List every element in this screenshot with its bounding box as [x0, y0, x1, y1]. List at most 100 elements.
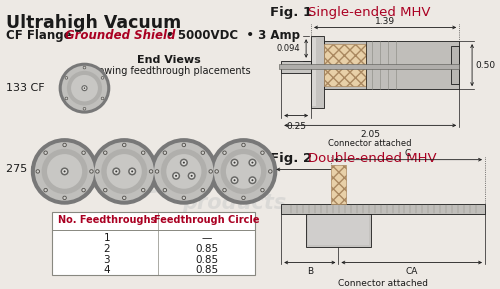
Circle shape: [62, 143, 67, 147]
Circle shape: [230, 176, 238, 184]
Circle shape: [250, 160, 255, 165]
Circle shape: [180, 159, 188, 166]
Text: B: B: [307, 267, 313, 276]
Circle shape: [226, 154, 261, 189]
Circle shape: [122, 196, 126, 200]
Circle shape: [200, 188, 205, 192]
Circle shape: [182, 143, 186, 147]
Bar: [312, 38, 316, 106]
Circle shape: [62, 66, 107, 111]
Circle shape: [60, 167, 68, 175]
Circle shape: [103, 188, 108, 192]
Text: Double-ended MHV: Double-ended MHV: [308, 152, 436, 165]
Bar: [331, 164, 346, 204]
Circle shape: [112, 167, 120, 175]
Bar: [308, 216, 368, 245]
Circle shape: [222, 188, 226, 192]
Text: CF Flange: CF Flange: [6, 29, 80, 42]
Text: No. Feedthroughs: No. Feedthroughs: [58, 215, 156, 225]
Circle shape: [200, 151, 205, 155]
Circle shape: [82, 85, 87, 91]
Bar: [282, 204, 485, 214]
Circle shape: [83, 107, 86, 110]
Circle shape: [162, 188, 167, 192]
Text: Ultrahigh Vacuum: Ultrahigh Vacuum: [6, 14, 181, 32]
Circle shape: [242, 143, 246, 147]
Circle shape: [220, 149, 266, 194]
Circle shape: [174, 173, 178, 178]
Text: Fig. 1: Fig. 1: [270, 6, 312, 19]
Text: Fig. 2: Fig. 2: [270, 152, 312, 165]
Circle shape: [175, 175, 177, 177]
Circle shape: [202, 151, 204, 154]
Circle shape: [223, 151, 226, 154]
Text: • 5000VDC  • 3 Amp: • 5000VDC • 3 Amp: [162, 29, 300, 42]
Circle shape: [82, 189, 85, 191]
Circle shape: [36, 169, 40, 174]
Circle shape: [182, 160, 186, 165]
Circle shape: [268, 169, 272, 174]
Circle shape: [62, 196, 67, 200]
Circle shape: [95, 169, 100, 174]
Text: Feedthrough Circle: Feedthrough Circle: [154, 215, 260, 225]
Circle shape: [150, 138, 218, 205]
Bar: [52, 212, 256, 275]
Circle shape: [94, 142, 154, 201]
Circle shape: [47, 154, 82, 189]
Circle shape: [90, 170, 92, 173]
Circle shape: [269, 170, 272, 173]
Circle shape: [214, 142, 273, 201]
Circle shape: [248, 159, 256, 166]
Text: 4: 4: [104, 265, 110, 275]
Circle shape: [36, 170, 39, 173]
Circle shape: [58, 63, 110, 114]
Circle shape: [242, 196, 246, 200]
Circle shape: [104, 151, 106, 154]
Circle shape: [82, 151, 86, 155]
Text: 0.094: 0.094: [276, 44, 300, 53]
Text: 2.05: 2.05: [360, 130, 380, 139]
Circle shape: [252, 162, 254, 164]
Circle shape: [96, 170, 98, 173]
Text: Grounded Shield: Grounded Shield: [64, 29, 175, 42]
Circle shape: [234, 162, 235, 164]
Text: 275 CF: 275 CF: [6, 164, 45, 175]
Circle shape: [232, 160, 237, 165]
Circle shape: [71, 75, 98, 101]
Bar: [311, 36, 324, 108]
Circle shape: [234, 179, 235, 181]
Circle shape: [122, 143, 126, 147]
Circle shape: [260, 151, 264, 155]
Text: Connector attached: Connector attached: [328, 139, 412, 148]
Circle shape: [102, 97, 103, 99]
Circle shape: [210, 138, 278, 205]
Text: —: —: [202, 233, 211, 243]
Circle shape: [223, 189, 226, 191]
Circle shape: [154, 142, 214, 201]
Circle shape: [35, 142, 94, 201]
Circle shape: [182, 197, 185, 199]
Circle shape: [216, 170, 218, 173]
Bar: [282, 61, 311, 73]
Circle shape: [104, 189, 106, 191]
Circle shape: [250, 178, 255, 183]
Circle shape: [64, 197, 66, 199]
Circle shape: [82, 188, 86, 192]
Bar: [451, 46, 459, 84]
Circle shape: [123, 197, 126, 199]
Circle shape: [64, 97, 68, 100]
Circle shape: [66, 77, 68, 79]
Circle shape: [82, 86, 86, 90]
Text: C: C: [405, 149, 411, 158]
Circle shape: [114, 169, 119, 174]
Circle shape: [44, 151, 47, 154]
Circle shape: [242, 197, 245, 199]
Circle shape: [44, 188, 48, 192]
Text: 0.50: 0.50: [475, 61, 495, 70]
Circle shape: [155, 169, 159, 174]
Circle shape: [101, 97, 104, 100]
Circle shape: [90, 138, 158, 205]
Circle shape: [89, 169, 94, 174]
Text: 1: 1: [104, 233, 110, 243]
Circle shape: [64, 76, 68, 79]
